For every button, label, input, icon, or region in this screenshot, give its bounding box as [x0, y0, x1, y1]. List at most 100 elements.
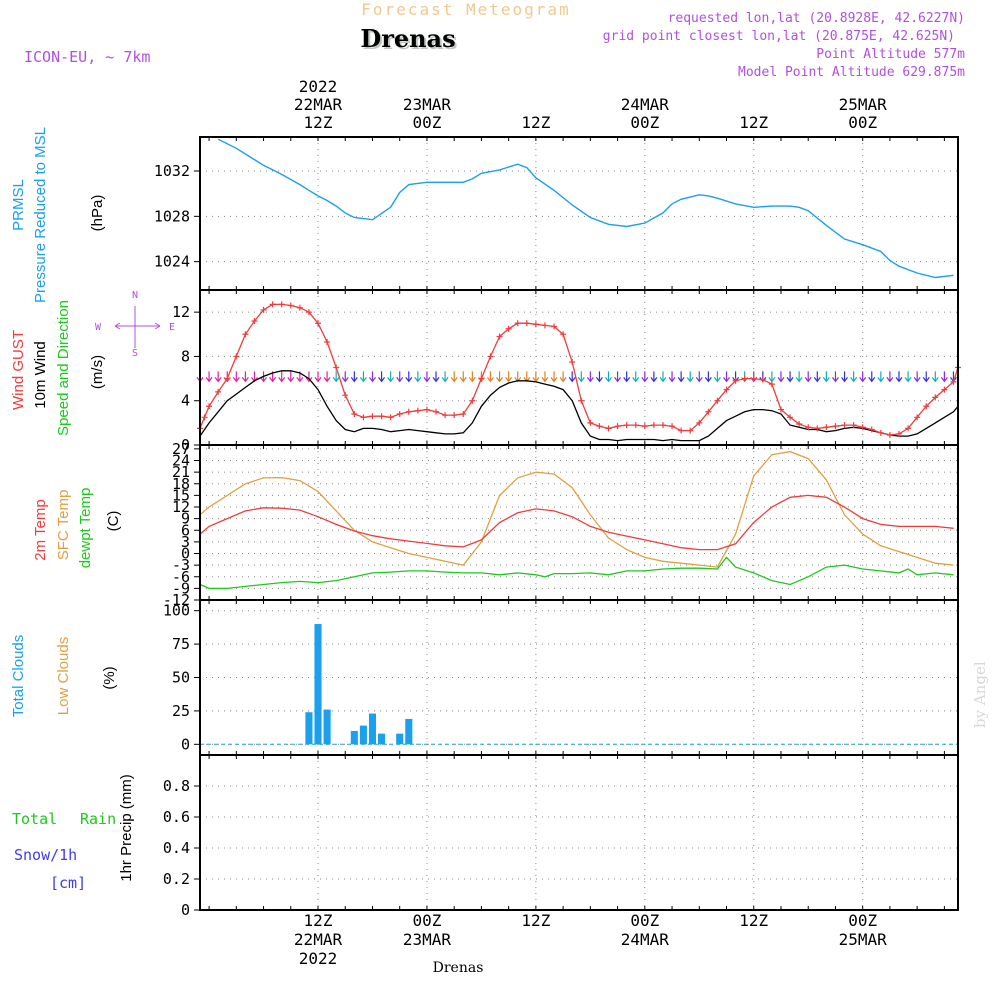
- wind-arrow-head: [568, 376, 576, 383]
- gust-marker: [877, 429, 884, 436]
- y-tick-label: 0.2: [163, 870, 190, 888]
- gust-marker: [201, 414, 208, 421]
- gust-marker: [787, 414, 794, 421]
- wind-arrow-head: [450, 376, 458, 383]
- gust-marker: [805, 424, 812, 431]
- gust-marker: [850, 422, 857, 429]
- gust-marker: [696, 419, 703, 426]
- top-date-label: 25MAR: [839, 95, 888, 114]
- wind-arrow-head: [541, 376, 549, 383]
- gust-marker: [886, 432, 893, 439]
- compass-s: S: [132, 348, 138, 359]
- gust-marker: [505, 325, 512, 332]
- gust-marker: [569, 358, 576, 365]
- dewpt-line: [199, 556, 954, 590]
- wind-arrow-head: [305, 376, 313, 383]
- gust-marker: [859, 424, 866, 431]
- wind-arrow-head: [378, 376, 386, 383]
- wind-arrow-head: [659, 376, 667, 383]
- wind-arrow-head: [287, 376, 295, 383]
- gust-marker: [315, 320, 322, 327]
- gust-marker: [206, 403, 213, 410]
- y-tick-label: 100: [163, 602, 190, 620]
- gust-marker: [469, 397, 476, 404]
- gust-marker: [460, 411, 467, 417]
- y-tick-label: 6: [181, 521, 190, 539]
- wind-gust-line: [199, 303, 959, 436]
- bottom-date-label: 22MAR: [294, 930, 343, 949]
- wind-arrow-head: [641, 376, 649, 383]
- wind-arrow-head: [913, 376, 921, 383]
- label-sfc-temp: SFC Temp: [55, 490, 72, 561]
- gust-marker: [732, 377, 739, 384]
- wind-arrow-head: [586, 376, 594, 383]
- gust-marker: [305, 309, 312, 316]
- y-tick-label: 24: [172, 452, 190, 470]
- wind-arrow-head: [886, 376, 894, 383]
- label-precip-axis: 1hr Precip (mm): [118, 774, 135, 882]
- y-tick-label: 0.4: [163, 839, 190, 857]
- gust-marker: [351, 411, 358, 417]
- gust-marker: [895, 430, 902, 437]
- prmsl-line: [217, 138, 954, 279]
- gust-marker: [342, 392, 349, 399]
- gust-marker: [950, 378, 957, 385]
- gust-marker: [405, 408, 412, 415]
- y-tick-label: 4: [181, 392, 190, 410]
- y-tick-label: 0.8: [163, 777, 190, 795]
- wind-arrow-head: [623, 376, 631, 383]
- gust-marker: [768, 381, 775, 388]
- gust-marker: [551, 323, 558, 330]
- gust-marker: [269, 301, 276, 308]
- bottom-date-label: 23MAR: [403, 930, 452, 949]
- gust-marker: [487, 353, 494, 360]
- label-pressure-msl: Pressure Reduced to MSL: [32, 127, 49, 303]
- y-tick-label: 3: [181, 533, 190, 551]
- wind-arrow-head: [922, 376, 930, 383]
- gust-marker: [614, 423, 621, 430]
- wind-arrow-head: [695, 376, 703, 383]
- y-tick-label: 0: [181, 436, 190, 454]
- y-tick-label: 21: [172, 463, 190, 481]
- wind-arrow-head: [841, 376, 849, 383]
- top-date-label: 22MAR: [294, 95, 343, 114]
- gust-marker: [251, 318, 258, 324]
- top-hour-label: 12Z: [521, 113, 550, 132]
- wind-arrow-head: [459, 376, 467, 383]
- wind-arrow-head: [723, 376, 730, 383]
- label-cloud-unit: (%): [101, 666, 118, 689]
- label-wind-10m: 10m Wind: [32, 341, 49, 409]
- gust-marker: [233, 353, 240, 360]
- y-tick-label: 75: [172, 635, 190, 653]
- panel-precip: 0 0.2 0.4 0.6 0.8: [163, 755, 958, 919]
- wind-arrow-head: [786, 376, 794, 383]
- panel-frame: [199, 754, 959, 911]
- gust-marker: [750, 375, 757, 382]
- panels: 10241028103204812-12-9-6-303691215182124…: [154, 136, 961, 919]
- wind-arrow-head: [232, 376, 240, 383]
- compass-n: N: [132, 290, 138, 301]
- gust-marker: [659, 422, 666, 429]
- gust-marker: [687, 427, 694, 434]
- top-hour-label: 00Z: [630, 113, 659, 132]
- wind-arrow-head: [496, 376, 504, 383]
- label-rain: Rain: [80, 810, 116, 828]
- wind-arrow-head: [505, 376, 513, 383]
- gust-marker: [759, 376, 766, 383]
- gust-marker: [723, 386, 730, 393]
- top-hour-label: 00Z: [848, 113, 877, 132]
- top-date-label: 23MAR: [403, 95, 452, 114]
- y-tick-label: 0.6: [163, 808, 190, 826]
- footer-station: Drenas: [433, 960, 484, 976]
- gust-marker: [224, 375, 231, 382]
- point-altitude: Point Altitude 577m: [816, 47, 965, 62]
- bottom-hour-label: 00Z: [412, 911, 441, 930]
- gust-marker: [923, 403, 930, 410]
- compass-w: W: [95, 322, 102, 333]
- label-dewpt: dewpt Temp: [77, 488, 94, 569]
- model-label: ICON-EU, ~ 7km: [24, 48, 150, 66]
- wind-arrow-head: [332, 376, 340, 383]
- wind-arrow-head: [269, 376, 277, 383]
- bottom-hour-label: 00Z: [848, 911, 877, 930]
